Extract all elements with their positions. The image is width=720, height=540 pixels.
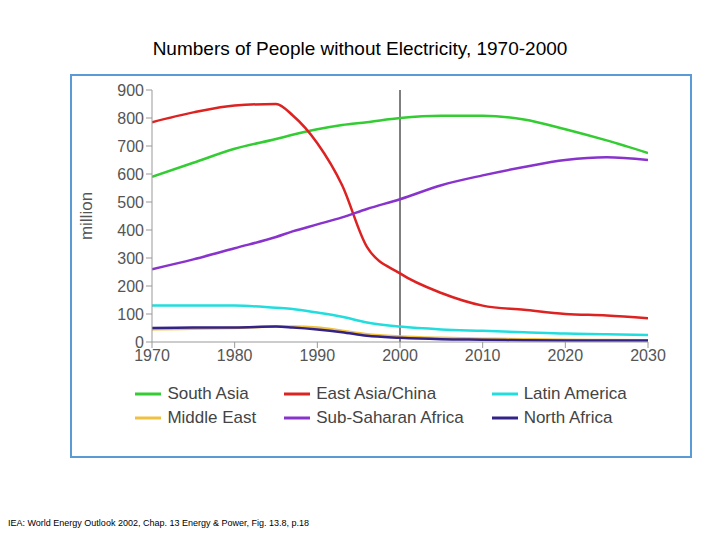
- svg-text:900: 900: [117, 82, 144, 99]
- html-text:East Asia/China: East Asia/China: [316, 384, 437, 403]
- svg-text:200: 200: [117, 278, 144, 295]
- svg-text:2010: 2010: [465, 347, 501, 364]
- html-text:North Africa: North Africa: [523, 408, 613, 427]
- svg-text:600: 600: [117, 166, 144, 183]
- svg-text:1980: 1980: [217, 347, 253, 364]
- html-text:Latin America: Latin America: [523, 384, 627, 403]
- svg-text:400: 400: [117, 222, 144, 239]
- svg-text:2000: 2000: [382, 347, 418, 364]
- svg-text:300: 300: [117, 250, 144, 267]
- svg-text:0: 0: [135, 334, 144, 351]
- html-text:IEA: World Energy Outlook 2002: IEA: World Energy Outlook 2002, Chap. 13…: [8, 518, 309, 528]
- html-text:South Asia: South Asia: [167, 384, 249, 403]
- html-text:Middle East: Middle East: [167, 408, 257, 427]
- svg-text:1990: 1990: [300, 347, 336, 364]
- html-text:Numbers of People without Elec: Numbers of People without Electricity, 1…: [152, 38, 568, 59]
- svg-text:1970: 1970: [134, 347, 170, 365]
- svg-text:800: 800: [117, 110, 144, 127]
- svg-text:2030: 2030: [630, 347, 666, 364]
- svg-text:100: 100: [117, 306, 144, 323]
- svg-text:million: million: [77, 192, 96, 240]
- html-text:Sub-Saharan Africa: Sub-Saharan Africa: [316, 408, 464, 427]
- svg-text:700: 700: [117, 138, 144, 155]
- svg-text:2020: 2020: [548, 347, 584, 364]
- svg-text:500: 500: [117, 194, 144, 211]
